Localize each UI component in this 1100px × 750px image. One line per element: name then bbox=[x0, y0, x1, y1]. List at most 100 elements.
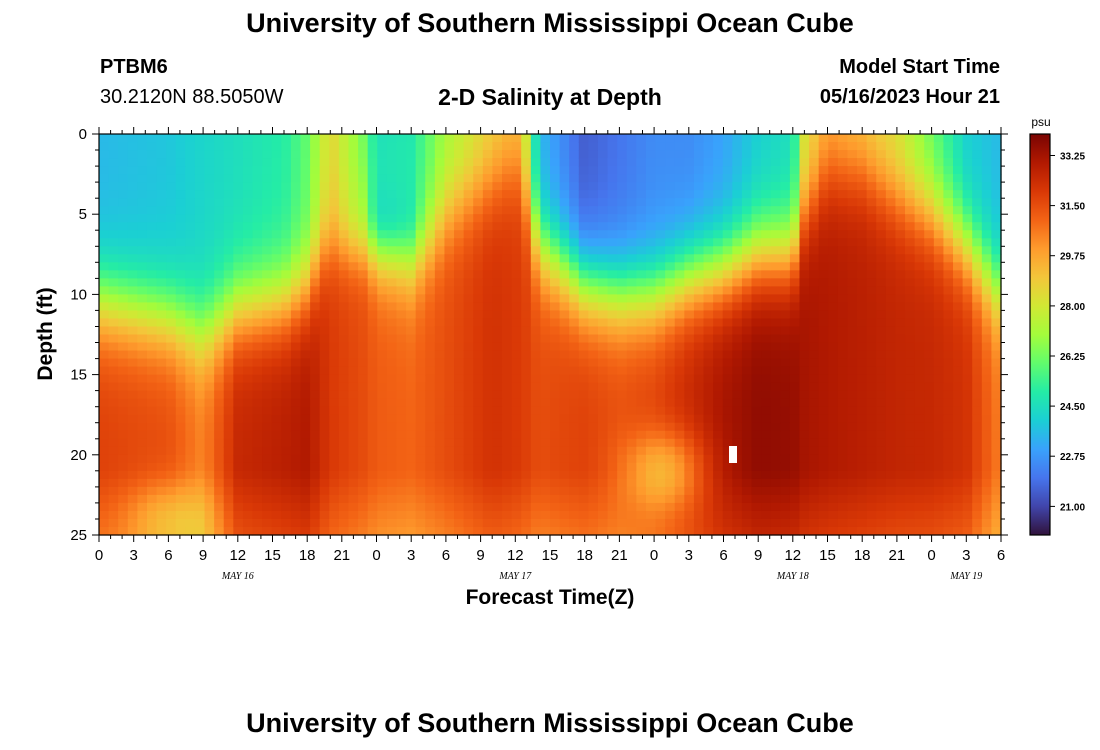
heatmap-cell bbox=[252, 238, 263, 247]
heatmap-cell bbox=[933, 430, 945, 440]
heatmap-cell bbox=[924, 150, 935, 159]
heatmap-cell bbox=[406, 206, 417, 215]
heatmap-cell bbox=[233, 270, 244, 279]
heatmap-cell bbox=[684, 374, 695, 384]
x-axis-title: Forecast Time(Z) bbox=[466, 586, 635, 609]
heatmap-cell bbox=[530, 462, 542, 472]
heatmap-cell bbox=[425, 246, 436, 255]
heatmap-cell bbox=[223, 382, 234, 392]
heatmap-cell bbox=[617, 206, 628, 215]
heatmap-cell bbox=[741, 174, 753, 183]
heatmap-cell bbox=[857, 278, 868, 287]
heatmap-cell bbox=[166, 278, 177, 287]
heatmap-cell bbox=[550, 278, 561, 287]
heatmap-cell bbox=[146, 326, 158, 336]
heatmap-cell bbox=[770, 334, 781, 344]
heatmap-cell bbox=[626, 478, 637, 488]
heatmap-cell bbox=[281, 350, 292, 360]
heatmap-cell bbox=[981, 358, 993, 368]
heatmap-cell bbox=[962, 198, 973, 207]
heatmap-cell bbox=[194, 382, 206, 392]
heatmap-cell bbox=[626, 526, 637, 536]
heatmap-cell bbox=[425, 294, 436, 304]
heatmap-cell bbox=[895, 206, 906, 215]
heatmap-cell bbox=[924, 422, 935, 432]
heatmap-cell bbox=[156, 310, 167, 320]
heatmap-cell bbox=[415, 166, 426, 175]
heatmap-cell bbox=[310, 222, 321, 231]
heatmap-cell bbox=[511, 486, 522, 496]
heatmap-cell bbox=[703, 430, 714, 440]
heatmap-cell bbox=[713, 422, 724, 432]
heatmap-cell bbox=[722, 134, 733, 143]
heatmap-cell bbox=[425, 390, 436, 400]
heatmap-cell bbox=[540, 270, 551, 279]
heatmap-cell bbox=[914, 246, 925, 255]
heatmap-cell bbox=[310, 438, 321, 448]
heatmap-cell bbox=[242, 238, 254, 247]
heatmap-cell bbox=[953, 246, 964, 255]
heatmap-cell bbox=[300, 350, 311, 360]
main-title: University of Southern Mississippi Ocean… bbox=[246, 8, 854, 38]
heatmap-cell bbox=[674, 190, 685, 199]
heatmap-cell bbox=[799, 198, 810, 207]
heatmap-cell bbox=[204, 430, 215, 440]
heatmap-cell bbox=[837, 406, 849, 416]
heatmap-cell bbox=[118, 486, 129, 496]
heatmap-cell bbox=[367, 294, 378, 304]
heatmap-cell bbox=[156, 214, 167, 223]
heatmap-cell bbox=[876, 478, 887, 488]
heatmap-cell bbox=[924, 262, 935, 271]
heatmap-cell bbox=[367, 142, 378, 151]
heatmap-cell bbox=[905, 262, 916, 271]
heatmap-cell bbox=[636, 526, 647, 536]
heatmap-cell bbox=[741, 430, 753, 440]
heatmap-cell bbox=[492, 150, 503, 159]
heatmap-cell bbox=[770, 430, 781, 440]
heatmap-cell bbox=[166, 430, 177, 440]
heatmap-cell bbox=[233, 470, 244, 480]
heatmap-cell bbox=[271, 502, 282, 512]
heatmap-cell bbox=[300, 382, 311, 392]
heatmap-cell bbox=[223, 446, 234, 456]
heatmap-cell bbox=[166, 342, 177, 352]
heatmap-cell bbox=[578, 238, 589, 247]
heatmap-cell bbox=[434, 486, 446, 496]
heatmap-cell bbox=[434, 350, 446, 360]
heatmap-cell bbox=[645, 398, 657, 408]
heatmap-cell bbox=[770, 422, 781, 432]
heatmap-cell bbox=[319, 294, 330, 304]
heatmap-cell bbox=[655, 206, 666, 215]
heatmap-cell bbox=[837, 478, 849, 488]
heatmap-cell bbox=[933, 390, 945, 400]
heatmap-cell bbox=[972, 446, 983, 456]
heatmap-cell bbox=[674, 454, 685, 464]
heatmap-cell bbox=[463, 438, 474, 448]
heatmap-cell bbox=[434, 478, 446, 488]
heatmap-cell bbox=[818, 302, 829, 312]
heatmap-cell bbox=[300, 294, 311, 304]
heatmap-cell bbox=[194, 158, 206, 167]
heatmap-cell bbox=[175, 470, 186, 480]
heatmap-cell bbox=[789, 198, 801, 207]
heatmap-cell bbox=[367, 478, 378, 488]
heatmap-cell bbox=[425, 366, 436, 376]
heatmap-cell bbox=[108, 150, 119, 159]
heatmap-cell bbox=[473, 158, 484, 167]
heatmap-cell bbox=[761, 310, 772, 320]
heatmap-cell bbox=[252, 166, 263, 175]
heatmap-cell bbox=[482, 134, 494, 143]
heatmap-cell bbox=[108, 390, 119, 400]
heatmap-cell bbox=[713, 486, 724, 496]
heatmap-cell bbox=[540, 494, 551, 504]
heatmap-cell bbox=[597, 422, 609, 432]
heatmap-cell bbox=[895, 286, 906, 295]
heatmap-cell bbox=[828, 502, 839, 512]
heatmap-cell bbox=[406, 406, 417, 416]
heatmap-cell bbox=[338, 310, 350, 320]
heatmap-cell bbox=[981, 502, 993, 512]
heatmap-cell bbox=[857, 342, 868, 352]
heatmap-cell bbox=[981, 438, 993, 448]
heatmap-cell bbox=[991, 446, 1002, 456]
heatmap-cell bbox=[626, 470, 637, 480]
